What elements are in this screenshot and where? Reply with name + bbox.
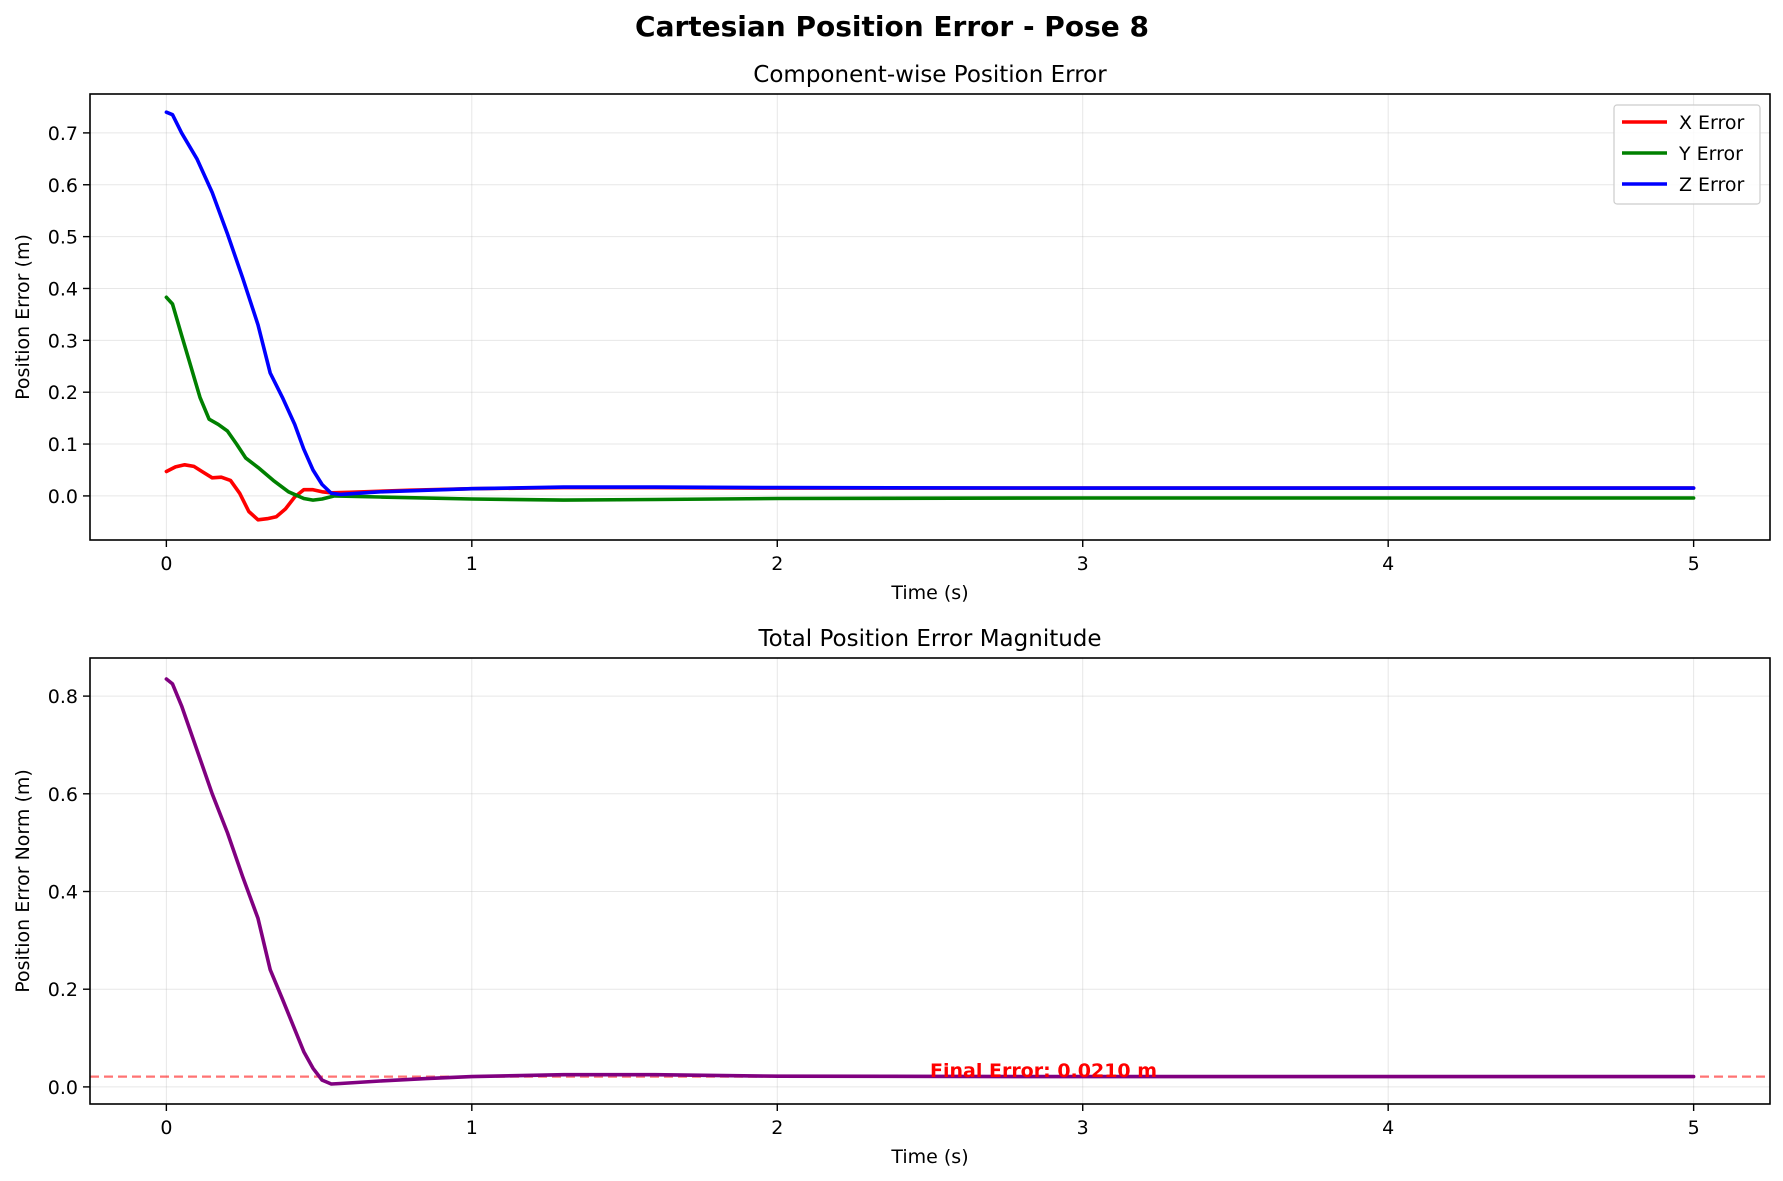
axes-frame xyxy=(89,93,1771,541)
y-tick-label: 0.8 xyxy=(48,686,78,708)
x-tick-label: 3 xyxy=(1077,1117,1089,1139)
plot-lines xyxy=(164,110,1696,522)
x-tick-label: 1 xyxy=(466,553,478,575)
y-tick-label: 0.0 xyxy=(48,486,78,508)
axes-title: Total Position Error Magnitude xyxy=(757,626,1101,652)
legend-label-y: Y Error xyxy=(1678,143,1743,165)
plot-lines xyxy=(90,677,1770,1086)
z-error-line xyxy=(164,110,1696,497)
y-tick-label: 0.4 xyxy=(48,882,78,904)
final-error-annotation: Final Error: 0.0210 m xyxy=(930,1060,1157,1082)
x-tick-label: 0 xyxy=(160,553,172,575)
x-tick-label: 2 xyxy=(771,1117,783,1139)
x-tick-label: 4 xyxy=(1382,1117,1394,1139)
x-tick-label: 2 xyxy=(771,553,783,575)
legend: X Error Y Error Z Error xyxy=(1613,104,1761,205)
grid xyxy=(90,658,1770,1104)
y-tick-label: 0.6 xyxy=(48,175,78,197)
figure-suptitle: Cartesian Position Error - Pose 8 xyxy=(635,10,1149,43)
y-tick-label: 0.6 xyxy=(48,784,78,806)
x-tick-label: 5 xyxy=(1688,553,1700,575)
y-tick-label: 0.2 xyxy=(48,382,78,404)
x-axis-label: Time (s) xyxy=(890,582,968,604)
x-tick-label: 5 xyxy=(1688,1117,1700,1139)
axes-title: Component-wise Position Error xyxy=(753,62,1107,88)
legend-label-x: X Error xyxy=(1679,112,1745,134)
y-tick-label: 0.5 xyxy=(48,227,78,249)
y-tick-label: 0.2 xyxy=(48,979,78,1001)
legend-label-z: Z Error xyxy=(1679,174,1745,196)
ticks: 0 1 2 3 4 5 0.0 0.1 0.2 0.3 0.4 0.5 0.6 0.7 xyxy=(48,123,1700,575)
y-tick-label: 0.1 xyxy=(48,434,78,456)
x-axis-label: Time (s) xyxy=(890,1146,968,1168)
x-tick-label: 4 xyxy=(1382,553,1394,575)
ticks: 0 1 2 3 4 5 0.0 0.2 0.4 0.6 0.8 xyxy=(48,686,1700,1139)
legend-box xyxy=(1613,104,1761,205)
y-error-line xyxy=(164,295,1696,502)
y-tick-label: 0.7 xyxy=(48,123,78,145)
x-tick-label: 0 xyxy=(160,1117,172,1139)
axes-total-error: Total Position Error Magnitude 0 1 2 3 4 5 0.0… xyxy=(12,626,1771,1168)
x-tick-label: 3 xyxy=(1077,553,1089,575)
axes-component-error: Component-wise Position Error 0 1 2 3 4 50.00… xyxy=(12,62,1771,604)
series-line xyxy=(164,677,1696,1086)
y-tick-label: 0.3 xyxy=(48,330,78,352)
y-tick-label: 0.0 xyxy=(48,1077,78,1099)
y-tick-label: 0.4 xyxy=(48,278,78,300)
y-axis-label: Position Error (m) xyxy=(12,234,34,400)
y-axis-label: Position Error Norm (m) xyxy=(12,769,34,993)
axes-frame xyxy=(89,657,1771,1105)
x-tick-label: 1 xyxy=(466,1117,478,1139)
